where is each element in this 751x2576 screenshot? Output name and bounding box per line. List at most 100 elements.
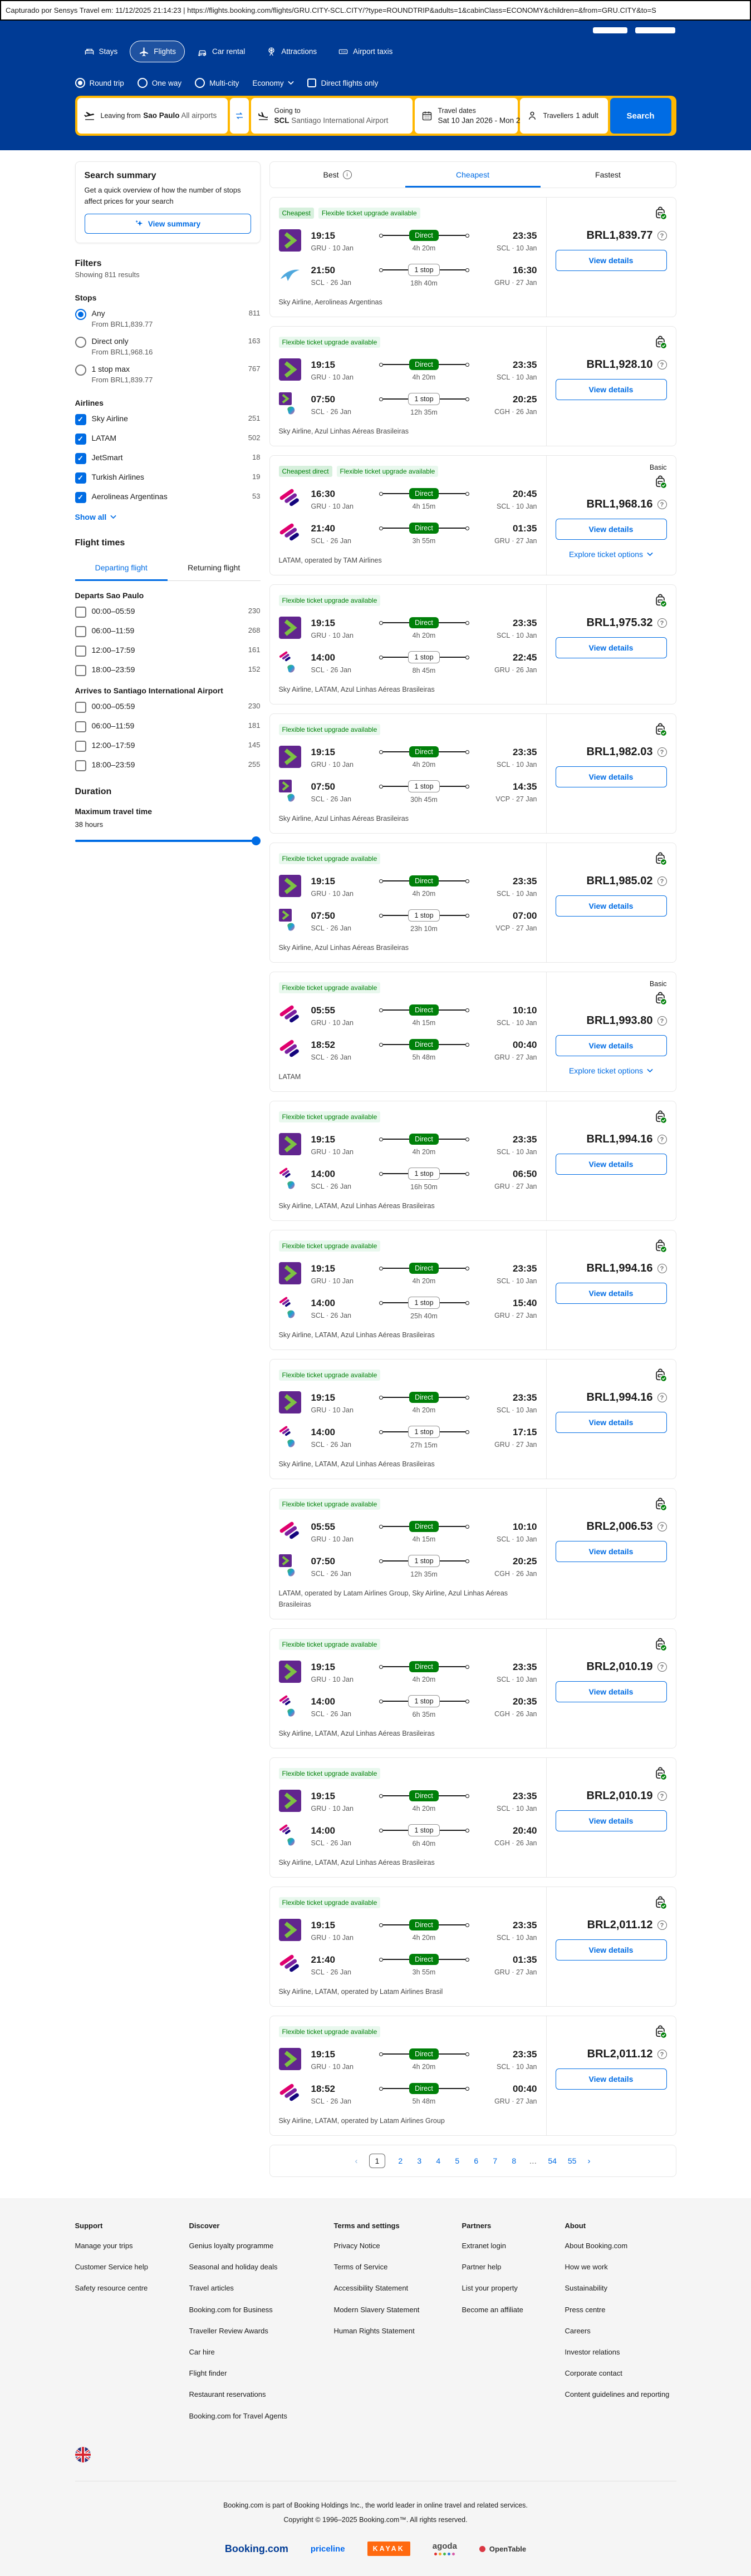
trip-type-one-way[interactable]: One way xyxy=(137,78,181,88)
footer-link-extranet-login[interactable]: Extranet login xyxy=(462,2242,507,2250)
footer-link-modern-slavery-statement[interactable]: Modern Slavery Statement xyxy=(333,2305,420,2314)
travel-dates-field[interactable]: Travel dates Sat 10 Jan 2026 - Mon 2... xyxy=(414,98,527,134)
footer-link-terms-of-service[interactable]: Terms of Service xyxy=(333,2263,388,2272)
footer-link-travel-articles[interactable]: Travel articles xyxy=(189,2284,234,2293)
page-7[interactable]: 7 xyxy=(493,2156,498,2165)
previous-page-arrow[interactable]: ‹ xyxy=(355,2156,358,2166)
time-option[interactable]: 12:00–17:59 145 xyxy=(75,741,261,752)
nav-flights[interactable]: Flights xyxy=(130,41,185,62)
search-button[interactable]: Search xyxy=(610,98,671,134)
time-option[interactable]: 12:00–17:59 161 xyxy=(75,646,261,657)
footer-link-corporate-contact[interactable]: Corporate contact xyxy=(565,2369,622,2378)
page-54[interactable]: 54 xyxy=(548,2156,557,2165)
footer-link-press-centre[interactable]: Press centre xyxy=(565,2305,606,2314)
explore-ticket-options-link[interactable]: Explore ticket options xyxy=(569,1066,653,1075)
price-help-icon[interactable]: ? xyxy=(657,1662,667,1672)
tab-cheapest[interactable]: Cheapest xyxy=(405,162,541,188)
view-details-button[interactable]: View details xyxy=(555,1035,667,1056)
airline-option-turkish-airlines[interactable]: Turkish Airlines 19 xyxy=(75,472,261,484)
footer-link-restaurant-reservations[interactable]: Restaurant reservations xyxy=(189,2390,266,2399)
price-help-icon[interactable]: ? xyxy=(657,1791,667,1801)
price-help-icon[interactable]: ? xyxy=(657,360,667,370)
time-option[interactable]: 18:00–23:59 255 xyxy=(75,760,261,771)
view-details-button[interactable]: View details xyxy=(555,1939,667,1961)
price-help-icon[interactable]: ? xyxy=(657,1393,667,1402)
direct-flights-checkbox[interactable]: Direct flights only xyxy=(307,78,378,87)
view-details-button[interactable]: View details xyxy=(555,379,667,400)
cabin-class-select[interactable]: Economy xyxy=(252,79,294,87)
page-55[interactable]: 55 xyxy=(567,2156,577,2165)
price-help-icon[interactable]: ? xyxy=(657,1135,667,1144)
nav-airport-taxis[interactable]: TAXI Airport taxis xyxy=(329,41,401,62)
view-details-button[interactable]: View details xyxy=(555,1283,667,1304)
time-option[interactable]: 00:00–05:59 230 xyxy=(75,702,261,713)
price-help-icon[interactable]: ? xyxy=(657,876,667,886)
stops-option-1-stop-max[interactable]: 1 stop max 767 From BRL1,839.77 xyxy=(75,365,261,384)
footer-link-partner-help[interactable]: Partner help xyxy=(462,2263,502,2272)
footer-link-flight-finder[interactable]: Flight finder xyxy=(189,2369,227,2378)
next-page-arrow[interactable]: › xyxy=(587,2156,591,2166)
info-icon[interactable]: i xyxy=(342,170,352,179)
footer-link-human-rights-statement[interactable]: Human Rights Statement xyxy=(333,2326,415,2335)
footer-link-accessibility-statement[interactable]: Accessibility Statement xyxy=(333,2284,409,2293)
footer-link-investor-relations[interactable]: Investor relations xyxy=(565,2347,620,2356)
tab-departing-flight[interactable]: Departing flight xyxy=(75,557,168,581)
price-help-icon[interactable]: ? xyxy=(657,618,667,628)
footer-link-booking-com-for-business[interactable]: Booking.com for Business xyxy=(189,2305,273,2314)
footer-link-seasonal-and-holiday-deals[interactable]: Seasonal and holiday deals xyxy=(189,2263,278,2272)
airline-option-sky-airline[interactable]: Sky Airline 251 xyxy=(75,414,261,425)
view-details-button[interactable]: View details xyxy=(555,519,667,540)
footer-link-genius-loyalty-programme[interactable]: Genius loyalty programme xyxy=(189,2242,274,2250)
page-4[interactable]: 4 xyxy=(436,2156,441,2165)
view-details-button[interactable]: View details xyxy=(555,1412,667,1433)
airline-option-aerolineas-argentinas[interactable]: Aerolineas Argentinas 53 xyxy=(75,492,261,503)
footer-link-become-an-affiliate[interactable]: Become an affiliate xyxy=(462,2305,523,2314)
view-details-button[interactable]: View details xyxy=(555,1681,667,1702)
time-option[interactable]: 06:00–11:59 268 xyxy=(75,626,261,637)
stops-option-any[interactable]: Any 811 From BRL1,839.77 xyxy=(75,309,261,328)
view-details-button[interactable]: View details xyxy=(555,250,667,271)
price-help-icon[interactable]: ? xyxy=(657,747,667,757)
swap-airports-button[interactable] xyxy=(229,98,249,134)
view-details-button[interactable]: View details xyxy=(555,766,667,787)
nav-attractions[interactable]: Attractions xyxy=(257,41,326,62)
tab-returning-flight[interactable]: Returning flight xyxy=(168,557,261,581)
nav-stays[interactable]: Stays xyxy=(75,41,127,62)
page-5[interactable]: 5 xyxy=(455,2156,460,2165)
page-2[interactable]: 2 xyxy=(398,2156,403,2165)
footer-link-list-your-property[interactable]: List your property xyxy=(462,2284,518,2293)
travellers-field[interactable]: Travellers 1 adult xyxy=(519,98,608,134)
tab-fastest[interactable]: Fastest xyxy=(541,162,676,188)
view-details-button[interactable]: View details xyxy=(555,2068,667,2090)
view-summary-button[interactable]: View summary xyxy=(84,214,251,234)
footer-link-booking-com-for-travel-agents[interactable]: Booking.com for Travel Agents xyxy=(189,2411,287,2420)
footer-link-careers[interactable]: Careers xyxy=(565,2326,591,2335)
time-option[interactable]: 18:00–23:59 152 xyxy=(75,665,261,676)
footer-link-content-guidelines-and-reporting[interactable]: Content guidelines and reporting xyxy=(565,2390,670,2399)
time-option[interactable]: 06:00–11:59 181 xyxy=(75,721,261,732)
airline-option-jetsmart[interactable]: JetSmart 18 xyxy=(75,453,261,464)
header-button-placeholder[interactable] xyxy=(635,27,675,33)
page-1[interactable]: 1 xyxy=(369,2154,386,2168)
view-details-button[interactable]: View details xyxy=(555,637,667,658)
price-help-icon[interactable]: ? xyxy=(657,2050,667,2059)
leaving-from-field[interactable]: Leaving from Sao Paulo All airports xyxy=(77,98,228,134)
tab-best[interactable]: Best i xyxy=(270,162,405,188)
time-option[interactable]: 00:00–05:59 230 xyxy=(75,607,261,618)
nav-car-rental[interactable]: Car rental xyxy=(188,41,254,62)
language-selector[interactable] xyxy=(75,2446,91,2462)
explore-ticket-options-link[interactable]: Explore ticket options xyxy=(569,550,653,559)
going-to-field[interactable]: Going to SCL Santiago International Airp… xyxy=(251,98,413,134)
travel-time-slider[interactable] xyxy=(75,836,261,845)
show-all-airlines-link[interactable]: Show all xyxy=(75,513,117,521)
slider-handle[interactable] xyxy=(251,836,261,845)
trip-type-round-trip[interactable]: Round trip xyxy=(75,78,124,88)
footer-link-traveller-review-awards[interactable]: Traveller Review Awards xyxy=(189,2326,268,2335)
footer-link-privacy-notice[interactable]: Privacy Notice xyxy=(333,2242,380,2250)
page-8[interactable]: 8 xyxy=(512,2156,517,2165)
footer-link-manage-your-trips[interactable]: Manage your trips xyxy=(75,2242,133,2250)
airline-option-latam[interactable]: LATAM 502 xyxy=(75,434,261,445)
view-details-button[interactable]: View details xyxy=(555,895,667,917)
page-3[interactable]: 3 xyxy=(417,2156,422,2165)
footer-link-customer-service-help[interactable]: Customer Service help xyxy=(75,2263,149,2272)
